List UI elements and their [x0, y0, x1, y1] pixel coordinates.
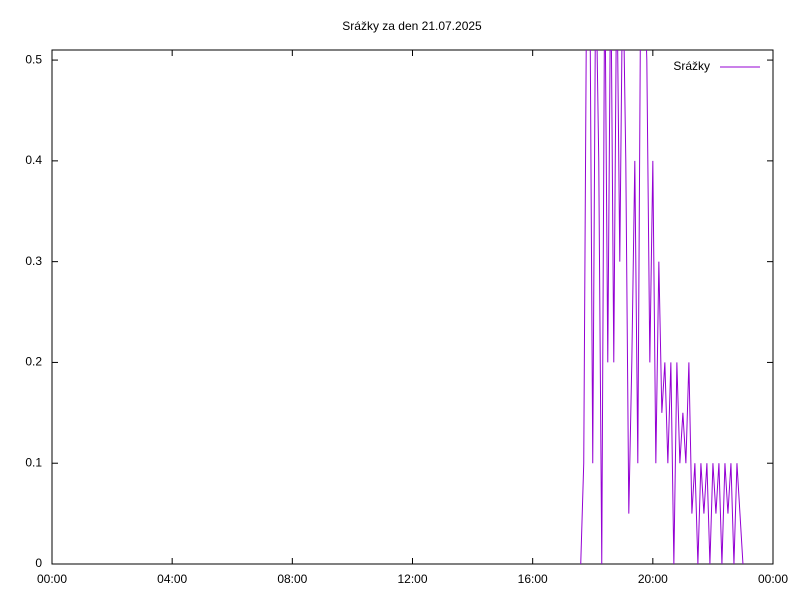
chart-title: Srážky za den 21.07.2025	[342, 19, 482, 33]
x-tick-label: 04:00	[157, 572, 187, 586]
x-tick-label: 12:00	[397, 572, 427, 586]
x-tick-label: 00:00	[37, 572, 67, 586]
y-tick-label: 0.4	[25, 153, 42, 167]
legend-label: Srážky	[673, 59, 710, 73]
x-tick-label: 16:00	[518, 572, 548, 586]
x-tick-label: 00:00	[758, 572, 788, 586]
y-tick-label: 0	[35, 556, 42, 570]
x-tick-label: 08:00	[277, 572, 307, 586]
plot-frame	[51, 49, 774, 565]
y-tick-label: 0.2	[25, 355, 42, 369]
data-line	[580, 50, 744, 564]
y-tick-label: 0.1	[25, 455, 42, 469]
x-tick-label: 20:00	[638, 572, 668, 586]
y-tick-label: 0.3	[25, 254, 42, 268]
y-tick-label: 0.5	[25, 52, 42, 66]
